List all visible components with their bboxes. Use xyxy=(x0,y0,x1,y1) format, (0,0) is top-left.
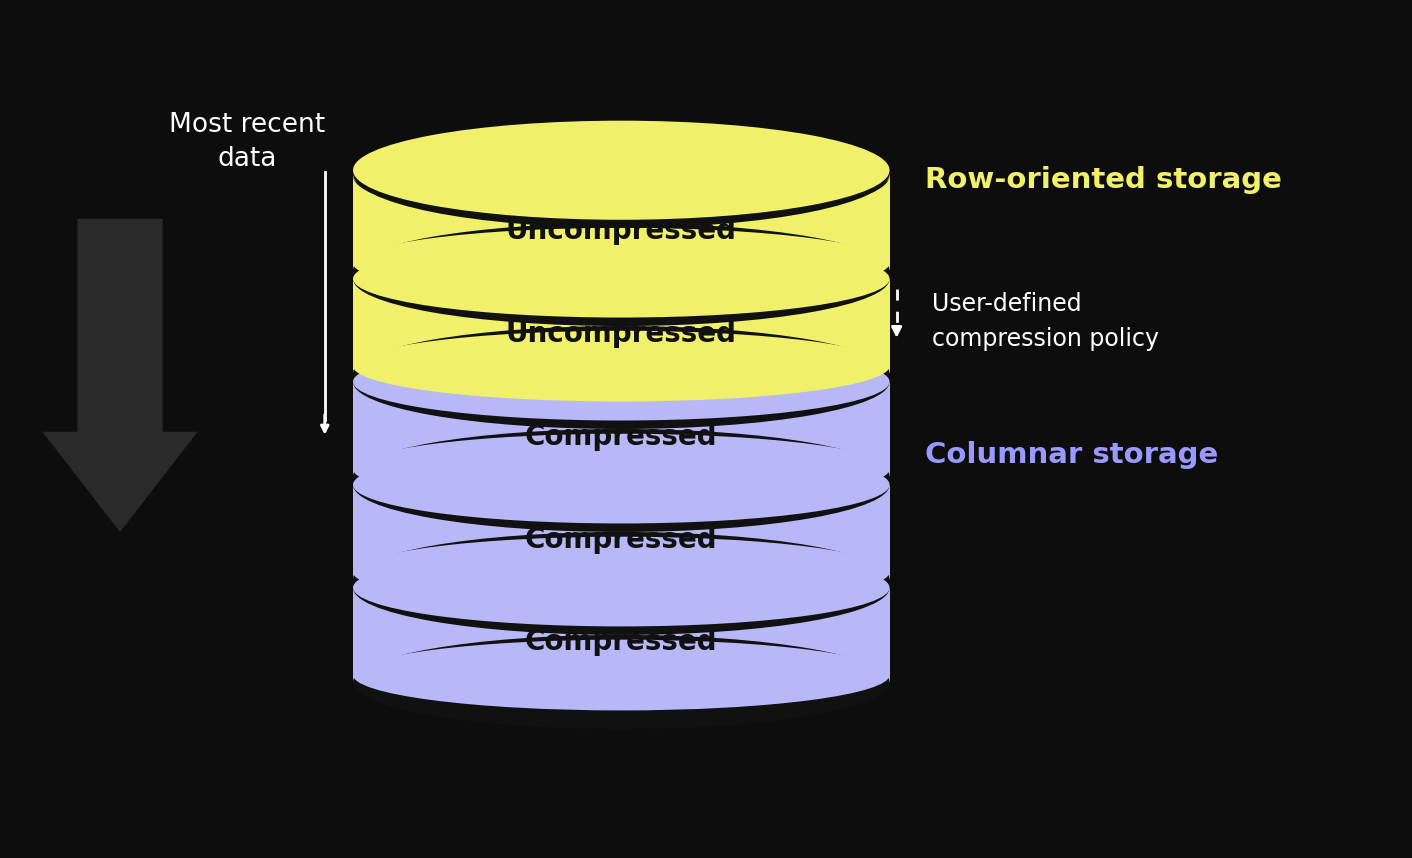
Polygon shape xyxy=(353,588,890,682)
Ellipse shape xyxy=(353,331,890,402)
Ellipse shape xyxy=(353,537,890,607)
Ellipse shape xyxy=(353,532,890,626)
Ellipse shape xyxy=(353,137,890,214)
Ellipse shape xyxy=(353,335,890,429)
Ellipse shape xyxy=(353,549,890,626)
Ellipse shape xyxy=(353,446,890,523)
Ellipse shape xyxy=(353,227,890,299)
Ellipse shape xyxy=(353,119,890,227)
Ellipse shape xyxy=(353,223,890,317)
Polygon shape xyxy=(353,382,890,476)
Ellipse shape xyxy=(353,343,890,420)
Ellipse shape xyxy=(353,640,890,710)
Ellipse shape xyxy=(353,326,890,420)
Ellipse shape xyxy=(353,240,890,317)
Ellipse shape xyxy=(353,129,890,223)
Text: Columnar storage: Columnar storage xyxy=(925,441,1219,468)
Ellipse shape xyxy=(353,429,890,523)
Polygon shape xyxy=(353,279,890,373)
Ellipse shape xyxy=(353,541,890,635)
Text: Compressed: Compressed xyxy=(525,628,717,656)
Ellipse shape xyxy=(353,438,890,532)
Polygon shape xyxy=(353,485,890,579)
Text: Compressed: Compressed xyxy=(525,525,717,553)
Text: Most recent
data: Most recent data xyxy=(169,112,325,172)
Ellipse shape xyxy=(353,635,890,729)
Ellipse shape xyxy=(353,434,890,505)
Ellipse shape xyxy=(353,232,890,326)
Text: Uncompressed: Uncompressed xyxy=(505,319,737,347)
Text: Row-oriented storage: Row-oriented storage xyxy=(925,166,1282,194)
Text: User-defined
compression policy: User-defined compression policy xyxy=(932,292,1159,352)
Polygon shape xyxy=(42,219,198,532)
Text: Uncompressed: Uncompressed xyxy=(505,216,737,245)
Ellipse shape xyxy=(353,121,890,220)
Text: Compressed: Compressed xyxy=(525,422,717,450)
Polygon shape xyxy=(353,176,890,270)
